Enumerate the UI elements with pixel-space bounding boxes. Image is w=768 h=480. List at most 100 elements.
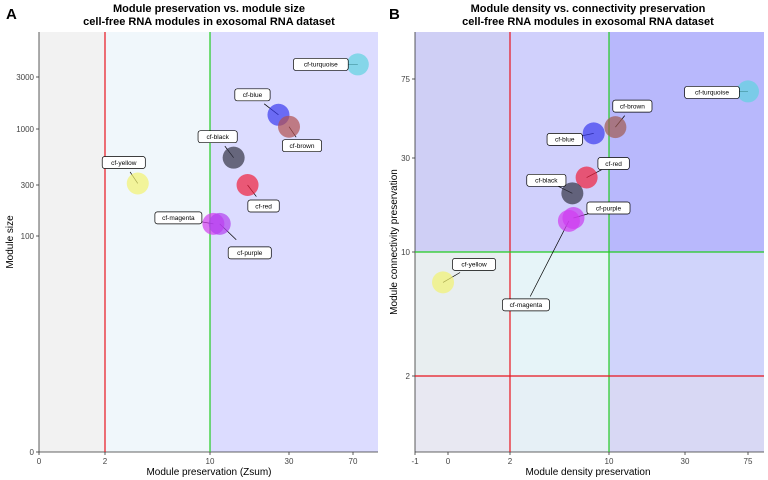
point-label: cf-turquoise xyxy=(695,90,729,97)
panel-a-title: Module preservation vs. module size xyxy=(113,3,305,15)
point-cf-blue xyxy=(582,122,605,145)
region-0 xyxy=(39,32,105,452)
region-cell xyxy=(510,376,609,452)
point-label: cf-blue xyxy=(555,137,575,144)
point-cf-magenta xyxy=(557,209,580,232)
label-cf-black: cf-black xyxy=(197,130,238,144)
panel-a-ylabel: Module size xyxy=(5,215,16,269)
label-box xyxy=(247,199,280,213)
label-box xyxy=(612,99,653,113)
point-cf-yellow xyxy=(126,172,149,195)
point-cf-black xyxy=(222,146,245,169)
point-label: cf-magenta xyxy=(162,215,195,222)
panel-b-subtitle: cell-free RNA modules in exosomal RNA da… xyxy=(462,16,714,28)
y-tick-label: 75 xyxy=(401,75,410,84)
x-tick-label: 10 xyxy=(206,457,215,466)
point-label: cf-blue xyxy=(243,92,263,99)
point-cf-turquoise xyxy=(346,53,369,76)
point-label: cf-purple xyxy=(596,205,622,212)
x-tick-label: 10 xyxy=(605,457,614,466)
label-box xyxy=(101,156,146,169)
x-tick-label: -1 xyxy=(411,457,419,466)
point-cf-purple xyxy=(208,212,231,235)
point-cf-brown xyxy=(604,116,627,139)
region-cell xyxy=(510,252,609,376)
label-box xyxy=(234,88,271,102)
label-box xyxy=(597,157,630,170)
label-cf-brown: cf-brown xyxy=(282,139,322,153)
panel-a-subtitle: cell-free RNA modules in exosomal RNA da… xyxy=(83,16,335,28)
point-cf-turquoise xyxy=(737,80,759,103)
point-cf-yellow xyxy=(432,271,455,294)
panel-b-ylabel: Module connectivity preservation xyxy=(389,169,400,315)
label-cf-black: cf-black xyxy=(526,173,567,187)
x-tick-label: 30 xyxy=(681,457,690,466)
panel-b-title: Module density vs. connectivity preserva… xyxy=(471,3,706,15)
label-box xyxy=(684,86,740,99)
label-cf-magenta: cf-magenta xyxy=(502,298,550,312)
point-label: cf-yellow xyxy=(461,262,487,269)
region-cell xyxy=(415,252,510,376)
y-tick-label: 30 xyxy=(401,154,410,163)
y-tick-label: 3000 xyxy=(16,73,34,82)
label-box xyxy=(227,246,272,260)
point-label: cf-magenta xyxy=(510,302,543,309)
label-box xyxy=(586,201,631,215)
panel-b-plot: -1 0 2 10 30 75 2 10 30 75 cf-turquoise cf-brown cf-… xyxy=(401,32,764,466)
y-tick-label: 300 xyxy=(21,181,35,190)
label-cf-turquoise: cf-turquoise xyxy=(293,58,349,71)
point-label: cf-red xyxy=(605,161,622,168)
leader-line xyxy=(529,220,570,297)
label-cf-red: cf-red xyxy=(247,199,280,213)
label-cf-purple: cf-purple xyxy=(586,201,631,215)
x-tick-label: 2 xyxy=(103,457,108,466)
region-1 xyxy=(105,32,210,452)
label-cf-blue: cf-blue xyxy=(234,88,271,102)
label-cf-brown: cf-brown xyxy=(612,99,653,113)
label-box xyxy=(282,139,322,153)
x-tick-label: 0 xyxy=(37,457,42,466)
y-tick-label: 0 xyxy=(30,448,35,457)
label-cf-yellow: cf-yellow xyxy=(452,258,496,271)
region-cell xyxy=(609,32,764,252)
label-cf-purple: cf-purple xyxy=(227,246,272,260)
label-box xyxy=(197,130,238,144)
label-box xyxy=(154,211,203,225)
panel-a-letter: A xyxy=(6,6,17,23)
label-cf-red: cf-red xyxy=(597,157,630,170)
region-cell xyxy=(415,32,510,252)
point-label: cf-black xyxy=(206,134,229,141)
label-cf-yellow: cf-yellow xyxy=(101,156,146,169)
region-cell xyxy=(415,376,510,452)
label-box xyxy=(546,133,583,146)
y-tick-label: 10 xyxy=(401,248,410,257)
label-box xyxy=(293,58,349,71)
point-label: cf-yellow xyxy=(111,160,137,167)
point-cf-black xyxy=(561,182,584,205)
point-cf-red xyxy=(236,174,259,196)
point-label: cf-purple xyxy=(237,250,263,257)
panel-b-letter: B xyxy=(389,6,400,23)
y-tick-label: 1000 xyxy=(16,125,34,134)
point-label: cf-brown xyxy=(290,143,315,150)
y-tick-label: 2 xyxy=(406,372,411,381)
label-box xyxy=(452,258,496,271)
label-box xyxy=(526,173,567,187)
panel-a-xlabel: Module preservation (Zsum) xyxy=(146,467,271,478)
point-cf-brown xyxy=(278,115,300,138)
panel-a-plot: 0 2 10 30 70 0 100 300 1000 3000 cf-turquoise cf-bl… xyxy=(16,32,378,466)
region-cell xyxy=(609,252,764,376)
label-cf-turquoise: cf-turquoise xyxy=(684,86,740,99)
label-cf-magenta: cf-magenta xyxy=(154,211,203,225)
x-tick-label: 75 xyxy=(744,457,753,466)
point-label: cf-black xyxy=(535,178,558,185)
label-cf-blue: cf-blue xyxy=(546,133,583,146)
point-label: cf-turquoise xyxy=(304,62,338,69)
region-cell xyxy=(609,376,764,452)
x-tick-label: 30 xyxy=(285,457,294,466)
x-tick-label: 2 xyxy=(508,457,513,466)
point-cf-red xyxy=(575,166,598,189)
point-label: cf-red xyxy=(255,203,272,210)
point-label: cf-brown xyxy=(620,103,645,110)
